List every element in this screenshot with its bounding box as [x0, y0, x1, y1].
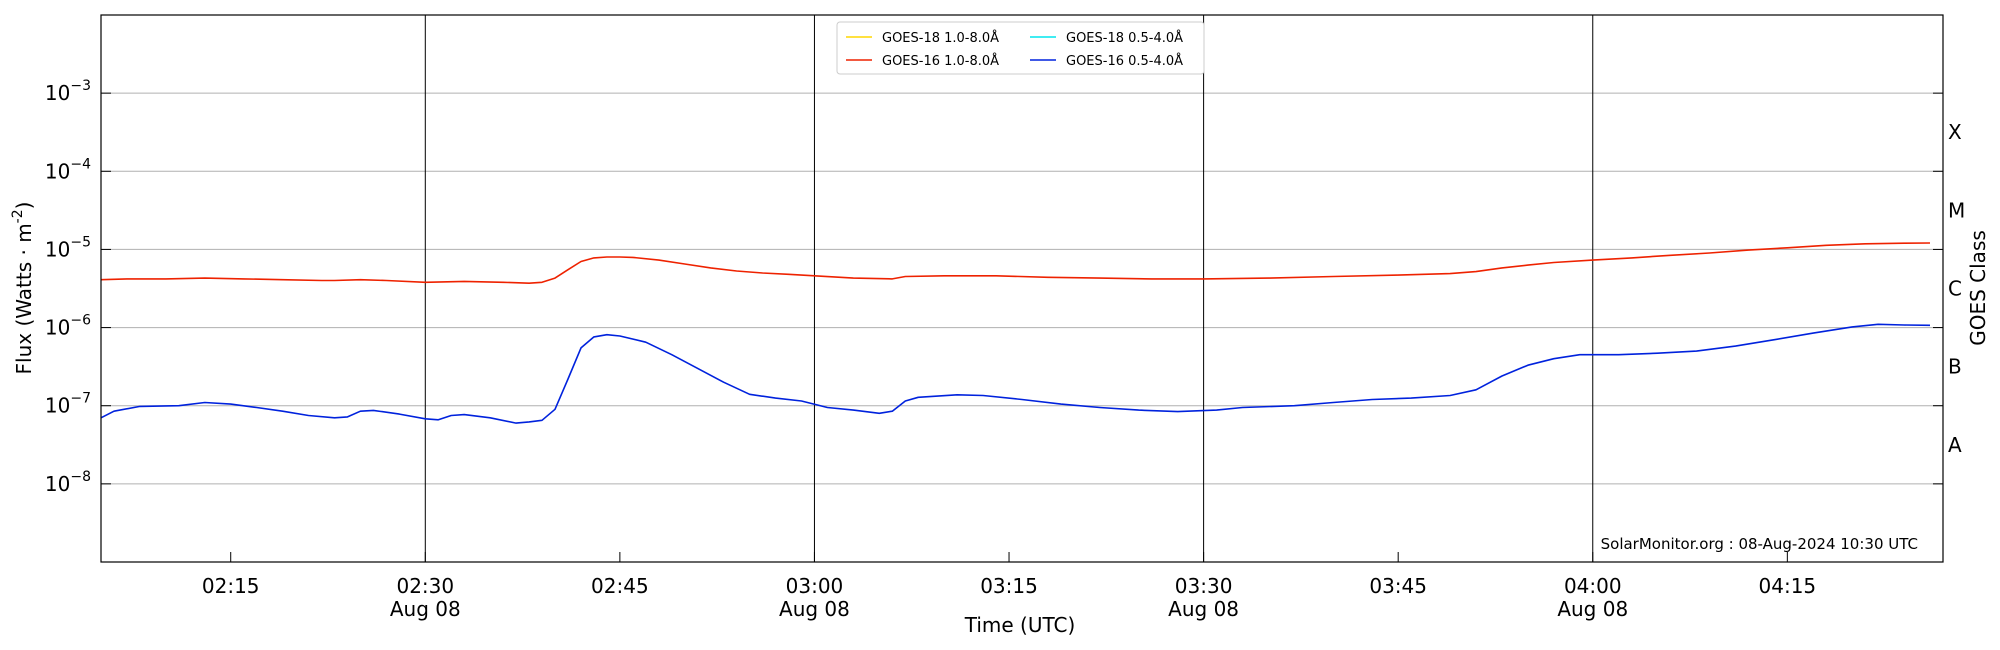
goes-class-label: B	[1948, 355, 1962, 379]
x-axis-title: Time (UTC)	[964, 613, 1076, 637]
y-tick-label: 10−4	[45, 156, 91, 183]
y-axis-title: Flux (Watts · m-2)	[10, 202, 36, 375]
legend-label: GOES-16 0.5-4.0Å	[1066, 53, 1183, 69]
y-axis-ticks: 10−8 10−7 10−6 10−5 10−4 10−3	[45, 78, 1943, 496]
series-line	[100, 323, 1931, 424]
goes-class-label: C	[1948, 277, 1962, 301]
y-tick-label: 10−7	[45, 391, 91, 418]
x-tick-label: 03:15	[980, 574, 1038, 598]
goes-class-label: X	[1948, 120, 1962, 144]
x-tick-label: 04:15	[1759, 574, 1817, 598]
x-tick-label: 03:00	[786, 574, 844, 598]
grid-lines	[101, 92, 1943, 485]
x-tick-label: 03:45	[1369, 574, 1427, 598]
x-tick-date-label: Aug 08	[779, 597, 850, 621]
x-tick-date-label: Aug 08	[390, 597, 461, 621]
series-lines	[100, 242, 1931, 424]
x-tick-label: 02:45	[591, 574, 649, 598]
x-tick-date-label: Aug 08	[1557, 597, 1628, 621]
x-tick-label: 04:00	[1564, 574, 1622, 598]
y-tick-label: 10−5	[45, 234, 91, 261]
legend-label: GOES-16 1.0-8.0Å	[882, 53, 999, 69]
x-tick-label: 02:15	[202, 574, 260, 598]
source-annotation: SolarMonitor.org : 08-Aug-2024 10:30 UTC	[1601, 535, 1918, 553]
legend-label: GOES-18 1.0-8.0Å	[882, 30, 999, 46]
y-tick-label: 10−3	[45, 78, 91, 105]
goes-class-axis-title: GOES Class	[1966, 230, 1990, 346]
x-tick-date-label: Aug 08	[1168, 597, 1239, 621]
legend: GOES-18 1.0-8.0Å GOES-18 0.5-4.0Å GOES-16 …	[836, 21, 1205, 75]
goes-class-labels: A B C M X	[1948, 120, 1965, 457]
y-tick-label: 10−8	[45, 469, 91, 496]
y-tick-label: 10−6	[45, 313, 91, 340]
plot-area	[101, 15, 1943, 562]
goes-class-label: M	[1948, 198, 1965, 222]
plot-frame	[100, 14, 1944, 563]
date-boundary-lines	[424, 15, 1594, 562]
goes-class-label: A	[1948, 433, 1962, 457]
x-tick-label: 03:30	[1175, 574, 1233, 598]
series-line	[100, 242, 1931, 284]
x-tick-label: 02:30	[396, 574, 454, 598]
legend-label: GOES-18 0.5-4.0Å	[1066, 30, 1183, 46]
legend-box	[836, 21, 1205, 75]
